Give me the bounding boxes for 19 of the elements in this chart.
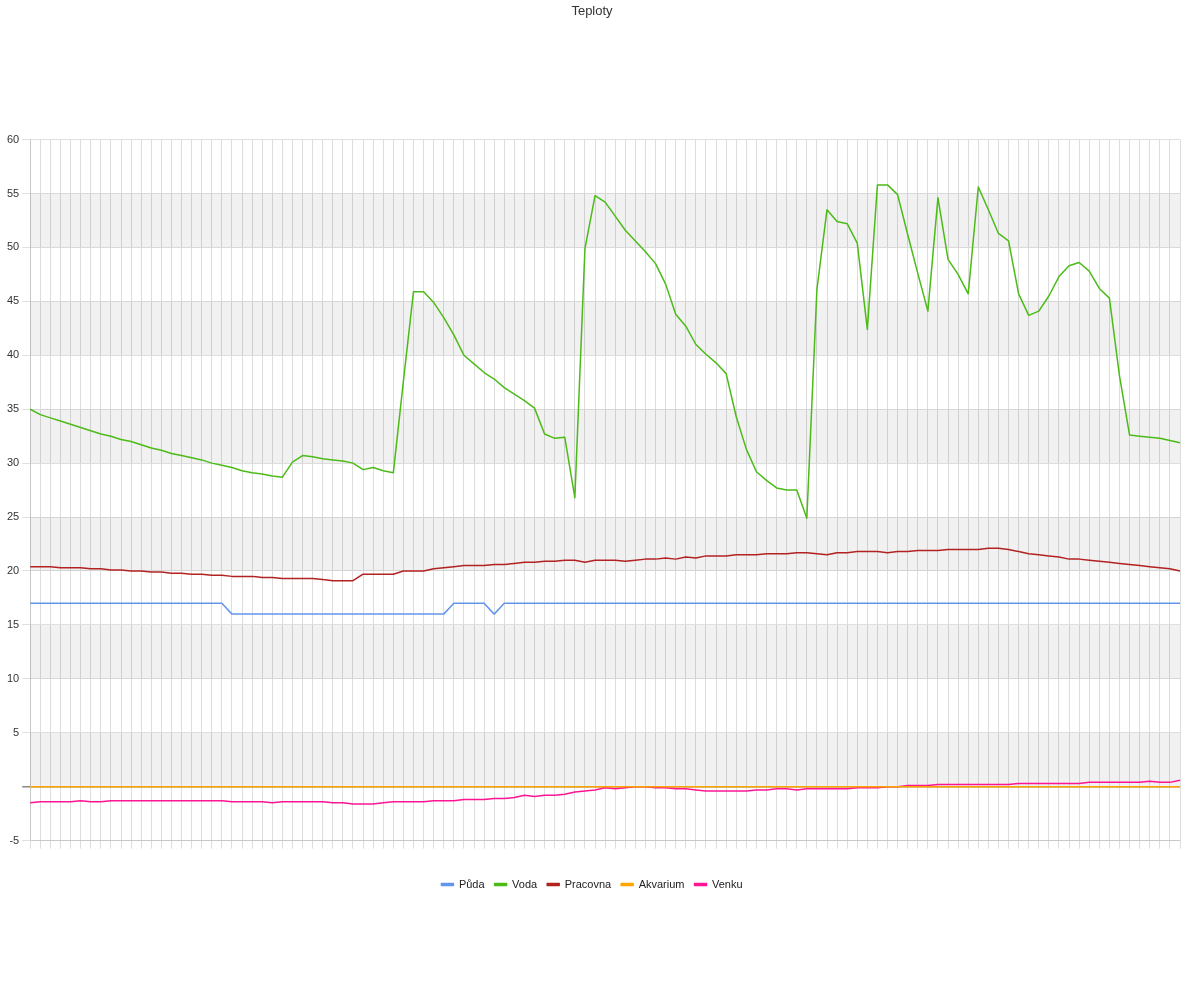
y-tick-label: -5 — [9, 833, 20, 846]
y-tick-label: 10 — [6, 671, 20, 684]
y-tick-label: 45 — [6, 294, 20, 307]
y-tick-label: 55 — [6, 186, 20, 199]
y-tick-label: 35 — [6, 402, 20, 415]
legend-label: Půda — [458, 877, 486, 890]
legend-label: Voda — [512, 877, 539, 890]
y-tick-label: 25 — [6, 510, 20, 523]
chart-title: Teploty — [571, 3, 614, 19]
y-tick-label: 20 — [6, 564, 20, 577]
y-tick-label: 5 — [13, 725, 20, 738]
y-tick-label: 50 — [6, 240, 20, 253]
y-tick-label: 30 — [6, 456, 20, 469]
legend-label: Pracovna — [564, 877, 613, 890]
y-tick-label: 40 — [6, 348, 20, 361]
legend-label: Akvarium — [638, 877, 685, 890]
legend-label: Venku — [712, 877, 743, 890]
y-tick-label: 15 — [6, 617, 20, 630]
y-tick-label: 60 — [6, 132, 20, 145]
